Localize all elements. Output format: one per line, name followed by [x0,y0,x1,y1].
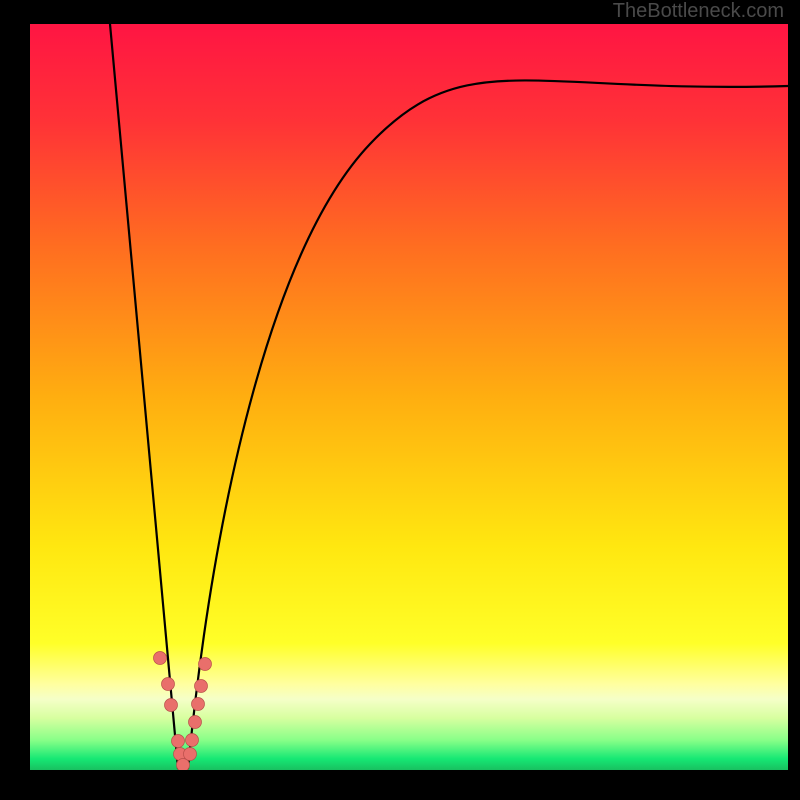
curve-marker [192,698,205,711]
watermark-text: TheBottleneck.com [613,0,784,23]
chart-frame: TheBottleneck.com [0,0,800,800]
curve-marker [184,748,197,761]
plot-svg [30,24,788,770]
curve-marker [154,652,167,665]
frame-border-bottom [0,770,800,800]
curve-marker [186,734,199,747]
plot-area [30,24,788,770]
frame-border-left [0,0,30,800]
curve-marker [165,699,178,712]
curve-marker [172,735,185,748]
curve-marker [162,678,175,691]
curve-marker [189,716,202,729]
frame-border-right [788,0,800,800]
curve-marker [195,680,208,693]
curve-marker [199,658,212,671]
